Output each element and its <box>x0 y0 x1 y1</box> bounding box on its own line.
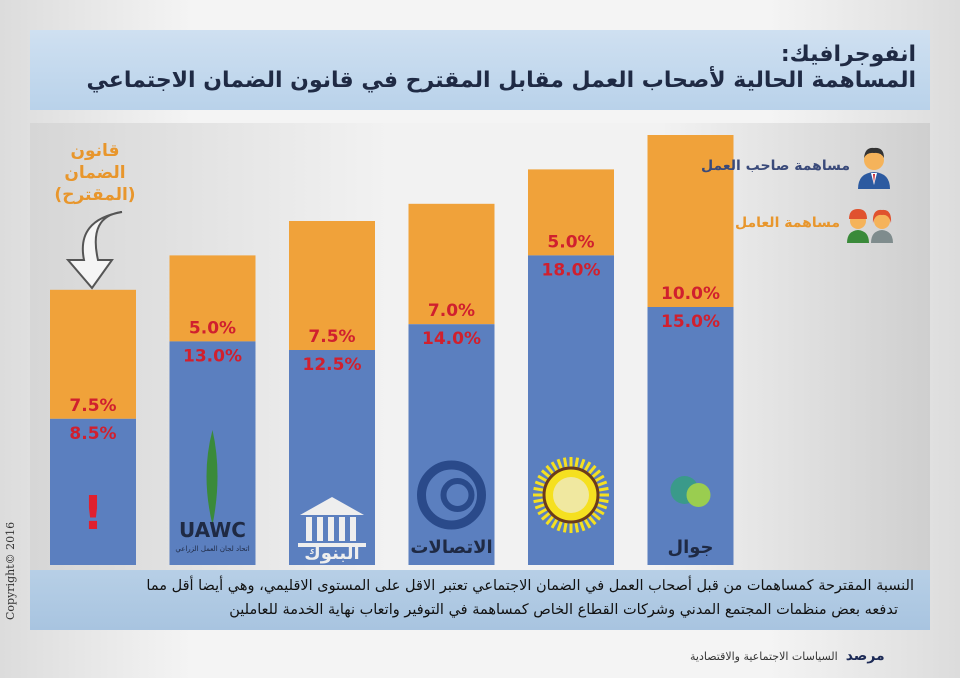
footnote-banner: النسبة المقترحة كمساهمات من قبل أصحاب ال… <box>30 570 930 630</box>
proposal-label-line-1: قانون الضمان <box>64 141 126 183</box>
marsad-logo: مرصد <box>845 648 885 664</box>
wheat-logo-icon <box>206 430 218 525</box>
bar-employer-5 <box>647 307 734 565</box>
category-mark-2: البنوك <box>304 543 359 564</box>
title-line-1: انفوجرافيك: <box>780 42 916 67</box>
proposal-label: قانون الضمان (المقترح) <box>40 140 150 299</box>
copyright-text: Copyright© 2016 <box>4 521 17 620</box>
bank-column <box>317 517 323 541</box>
bank-column <box>306 517 312 541</box>
bar-worker-0 <box>50 289 136 419</box>
footer-brand: السياسات الاجتماعية والاقتصادية مرصد <box>690 648 885 664</box>
bank-column <box>328 517 334 541</box>
union-logo-inner <box>553 477 589 513</box>
bar-worker-2 <box>289 221 375 350</box>
legend-employer: مساهمة صاحب العمل <box>701 143 894 189</box>
value-label-worker-1: 5.0% <box>189 318 236 338</box>
value-label-worker-4: 5.0% <box>547 232 594 252</box>
bar-worker-3 <box>408 203 495 325</box>
jawwal-logo-circle <box>686 483 711 507</box>
workers-icon <box>847 209 893 243</box>
bar-worker-4 <box>528 169 614 256</box>
legend-worker: مساهمة العامل <box>735 203 894 243</box>
value-label-worker-3: 7.0% <box>428 301 475 321</box>
legend-employer-label: مساهمة صاحب العمل <box>700 158 850 174</box>
employer-icon <box>858 147 890 189</box>
value-label-employer-3: 14.0% <box>422 329 481 349</box>
value-label-worker-5: 10.0% <box>661 284 720 304</box>
value-label-worker-0: 7.5% <box>69 396 116 416</box>
telecom-logo-icon <box>417 460 486 530</box>
bank-column <box>339 517 345 541</box>
title-line-2: المساهمة الحالية لأصحاب العمل مقابل المق… <box>86 68 916 93</box>
bank-logo-icon <box>300 497 364 515</box>
bank-column <box>350 517 356 541</box>
value-label-employer-4: 18.0% <box>542 260 601 280</box>
bar-worker-5 <box>647 135 734 307</box>
value-label-worker-2: 7.5% <box>308 327 355 347</box>
bar-employer-0 <box>50 418 136 565</box>
down-arrow-icon <box>65 211 123 290</box>
value-label-employer-2: 12.5% <box>303 355 362 375</box>
proposal-label-line-2: (المقترح) <box>54 185 136 205</box>
note-line-1: النسبة المقترحة كمساهمات من قبل أصحاب ال… <box>146 578 914 594</box>
stacked-bar-chart: 7.5% 8.5%! 5.0% 13.0% UAWC اتحاد لجان العمل ا… <box>50 135 734 565</box>
note-line-2: تدفعه بعض منظمات المجتمع المدني وشركات ا… <box>229 602 898 618</box>
category-mark-0: ! <box>83 486 104 540</box>
footer-tagline: السياسات الاجتماعية والاقتصادية <box>690 649 838 663</box>
category-mark-3: الاتصالات <box>410 537 492 558</box>
bank-base <box>298 543 366 547</box>
bar-worker-1 <box>169 255 256 342</box>
chart-panel: 7.5% 8.5%! 5.0% 13.0% UAWC اتحاد لجان العمل ا… <box>30 123 930 570</box>
value-label-employer-1: 13.0% <box>183 346 242 366</box>
telecom-logo-inner <box>440 478 475 512</box>
category-mark-5: جوال <box>667 537 713 558</box>
category-mark-1: UAWC <box>179 518 246 542</box>
value-label-employer-0: 8.5% <box>69 424 116 444</box>
title-banner: انفوجرافيك: المساهمة الحالية لأصحاب العم… <box>30 30 930 110</box>
value-label-employer-5: 15.0% <box>661 312 720 332</box>
legend-worker-label: مساهمة العامل <box>734 215 840 231</box>
category-sublabel-1: اتحاد لجان العمل الزراعي <box>175 545 249 553</box>
